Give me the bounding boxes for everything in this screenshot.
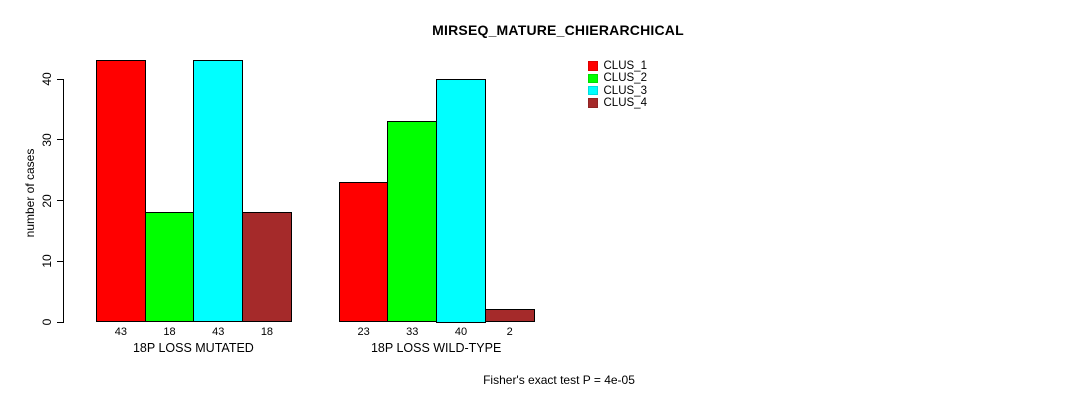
bar-value-label: 2 <box>506 325 513 338</box>
bar-clus_3-group2 <box>436 78 486 323</box>
category-label: 18P LOSS WILD-TYPE <box>370 341 502 355</box>
bar-value-label: 40 <box>454 325 468 338</box>
bar-clus_2-group1 <box>144 212 195 323</box>
legend-item-clus_3: CLUS_3 <box>588 84 647 97</box>
legend-item-clus_2: CLUS_2 <box>588 72 647 85</box>
y-axis-tick-label: 10 <box>40 254 54 268</box>
y-axis-tick-label: 30 <box>40 133 54 147</box>
y-axis-tick-label: 40 <box>40 72 54 86</box>
legend-label: CLUS_2 <box>603 72 647 85</box>
legend-label: CLUS_3 <box>603 84 647 97</box>
bar-value-label: 33 <box>406 325 419 338</box>
bar-value-label: 23 <box>357 325 370 338</box>
bar-value-label: 43 <box>212 325 225 338</box>
bar-clus_3-group1 <box>193 60 244 323</box>
bar-clus_2-group2 <box>387 121 438 323</box>
legend-item-clus_1: CLUS_1 <box>588 60 647 72</box>
bar-clus_4-group1 <box>242 212 292 323</box>
y-axis-tick-label: 20 <box>40 193 54 208</box>
bar-clus_1-group2 <box>338 181 389 323</box>
y-axis-label: number of cases <box>23 148 37 238</box>
y-axis-tick-label: 0 <box>40 318 54 326</box>
y-axis-tick <box>56 321 64 323</box>
y-axis-tick <box>56 78 64 80</box>
chart-legend: CLUS_1 CLUS_2 CLUS_3 CLUS_4 <box>588 60 647 109</box>
bar-value-label: 18 <box>260 325 274 338</box>
legend-label: CLUS_1 <box>603 60 647 72</box>
legend-swatch-icon <box>588 73 598 84</box>
y-axis-tick <box>56 200 64 201</box>
bar-clus_1-group1 <box>96 60 146 323</box>
chart-title: MIRSEQ_MATURE_CHIERARCHICAL <box>432 22 684 38</box>
y-axis-tick <box>56 139 64 141</box>
legend-item-clus_4: CLUS_4 <box>588 96 647 109</box>
bar-value-label: 18 <box>163 325 176 338</box>
legend-label: CLUS_4 <box>603 96 647 109</box>
category-label: 18P LOSS MUTATED <box>132 341 254 355</box>
bar-clus_4-group2 <box>484 309 535 323</box>
y-axis-line <box>63 78 64 323</box>
bar-value-label: 43 <box>114 325 127 338</box>
y-axis-tick <box>56 260 64 262</box>
fisher-test-annotation: Fisher's exact test P = 4e-05 <box>483 373 635 387</box>
legend-swatch-icon <box>588 61 598 71</box>
legend-swatch-icon <box>588 85 598 96</box>
legend-swatch-icon <box>588 98 598 108</box>
